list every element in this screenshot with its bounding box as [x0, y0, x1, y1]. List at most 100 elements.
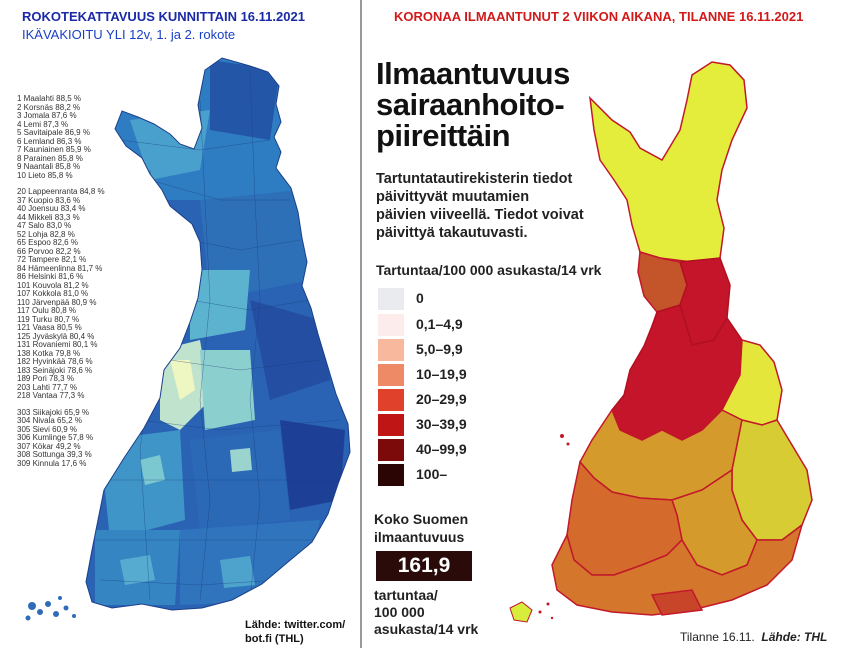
source-line: Lähde: twitter.com/	[245, 619, 346, 631]
legend-label: 0,1–4,9	[416, 316, 463, 332]
legend-label: 0	[416, 290, 424, 306]
list-item: 119 Turku 80,7 %	[17, 314, 80, 324]
left-panel-subtitle: IKÄVAKIOITU YLI 12v, 1. ja 2. rokote	[22, 27, 236, 42]
left-source-credit: Lähde: twitter.com/ bot.fi (THL)	[245, 618, 345, 646]
total-label-line: ilmaantuvuus	[374, 529, 465, 545]
list-item: 182 Hyvinkää 78,6 %	[17, 357, 93, 366]
legend-swatch	[378, 314, 404, 336]
list-item: 183 Seinäjoki 78,6 %	[17, 365, 93, 375]
unit-line: 100 000	[374, 604, 425, 620]
right-heading: Ilmaantuvuus sairaanhoito- piireittäin	[376, 58, 570, 151]
panel-divider	[360, 0, 362, 648]
list-item: 203 Lahti 77,7 %	[17, 382, 78, 392]
legend-swatch	[378, 464, 404, 486]
list-item: 189 Pori 78,3 %	[17, 374, 74, 383]
legend-label: 5,0–9,9	[416, 341, 463, 357]
note-line: Tartuntatautirekisterin tiedot	[376, 171, 573, 187]
list-item: 303 Siikajoki 65,9 %	[17, 407, 90, 417]
list-item: 8 Parainen 85,8 %	[17, 153, 83, 163]
legend-title: Tartuntaa/100 000 asukasta/14 vrk	[376, 262, 602, 278]
update-note: Tartuntatautirekisterin tiedot päivittyv…	[376, 170, 584, 242]
legend-swatch	[378, 339, 404, 361]
total-label-line: Koko Suomen	[374, 511, 469, 527]
list-item: 305 Sievi 60,9 %	[17, 424, 78, 434]
total-incidence-unit: tartuntaa/ 100 000 asukasta/14 vrk	[374, 587, 478, 638]
list-item: 117 Oulu 80,8 %	[17, 306, 77, 315]
list-item: 66 Porvoo 82,2 %	[17, 246, 81, 256]
list-item: 37 Kuopio 83,6 %	[17, 195, 81, 205]
list-item: 308 Sottunga 39,3 %	[17, 450, 92, 459]
region-helsinki	[650, 589, 704, 616]
list-item: 84 Hämeenlinna 81,7 %	[17, 263, 103, 273]
left-panel: ROKOTEKATTAVUUS KUNNITTAIN 16.11.2021 IK…	[0, 0, 360, 648]
right-panel-title: KORONAA ILMAANTUNUT 2 VIIKON AIKANA, TIL…	[394, 9, 804, 24]
legend-swatch	[378, 414, 404, 436]
right-source-credit: Tilanne 16.11. Lähde: THL	[680, 630, 827, 644]
list-item: 121 Vaasa 80,5 %	[17, 323, 82, 332]
list-item: 7 Kauniainen 85,9 %	[17, 145, 91, 154]
list-item: 9 Naantali 85,8 %	[17, 162, 81, 171]
list-item: 6 Lemland 86,3 %	[17, 136, 82, 146]
list-item: 107 Kokkola 81,0 %	[17, 289, 89, 298]
vaccination-coverage-map	[25, 57, 351, 621]
source-name: Lähde: THL	[761, 630, 828, 644]
list-item: 218 Vantaa 77,3 %	[17, 391, 85, 400]
ranking-group-cities: 20 Lappeenranta 84,8 % 37 Kuopio 83,6 % …	[17, 187, 105, 401]
unit-line: asukasta/14 vrk	[374, 621, 479, 637]
list-item: 65 Espoo 82,6 %	[17, 238, 78, 247]
legend-swatch	[378, 288, 404, 310]
note-line: päivittyä takautuvasti.	[376, 225, 528, 241]
note-line: päivien viiveellä. Tiedot voivat	[376, 207, 584, 223]
right-panel: KORONAA ILMAANTUNUT 2 VIIKON AIKANA, TIL…	[362, 0, 845, 648]
list-item: 52 Lohja 82,8 %	[17, 229, 75, 239]
list-item: 306 Kumlinge 57,8 %	[17, 433, 94, 442]
legend-label: 40–99,9	[416, 441, 467, 457]
list-item: 101 Kouvola 81,2 %	[17, 280, 89, 290]
legend-label: 10–19,9	[416, 366, 467, 382]
total-incidence-label: Koko Suomen ilmaantuvuus	[374, 510, 468, 546]
list-item: 20 Lappeenranta 84,8 %	[17, 187, 105, 196]
region-lapland-north	[588, 61, 748, 263]
region-south-coast	[551, 523, 804, 616]
list-item: 2 Korsnäs 88,2 %	[17, 102, 81, 112]
list-item: 307 Kökar 49,2 %	[17, 441, 81, 451]
list-item: 309 Kinnula 17,6 %	[17, 458, 87, 468]
archipelago-dots	[538, 434, 570, 620]
legend-swatch	[378, 364, 404, 386]
list-item: 3 Jomala 87,6 %	[17, 111, 77, 120]
legend-label: 100–	[416, 466, 448, 482]
list-item: 125 Jyväskylä 80,4 %	[17, 331, 95, 341]
list-item: 44 Mikkeli 83,3 %	[17, 212, 80, 222]
list-item: 1 Maalahti 88,5 %	[17, 94, 82, 103]
source-date: Tilanne 16.11.	[680, 630, 755, 644]
list-item: 10 Lieto 85,8 %	[17, 170, 73, 180]
list-item: 138 Kotka 79,8 %	[17, 348, 81, 358]
list-item: 47 Salo 83,0 %	[17, 221, 72, 230]
ranking-group-bottom: 303 Siikajoki 65,9 % 304 Nivala 65,2 % 3…	[17, 407, 105, 469]
list-item: 86 Helsinki 81,6 %	[17, 272, 84, 281]
legend-swatch	[378, 389, 404, 411]
list-item: 110 Järvenpää 80,9 %	[17, 297, 97, 307]
list-item: 304 Nivala 65,2 %	[17, 416, 82, 425]
legend-label: 20–29,9	[416, 391, 467, 407]
note-line: päivittyvät muutamien	[376, 189, 530, 205]
list-item: 131 Rovaniemi 80,1 %	[17, 340, 98, 349]
list-item: 4 Lemi 87,3 %	[17, 119, 69, 129]
list-item: 40 Joensuu 83,4 %	[17, 204, 86, 213]
coverage-ranking-list: 1 Maalahti 88,5 % 2 Korsnäs 88,2 % 3 Jom…	[17, 94, 105, 476]
left-panel-title: ROKOTEKATTAVUUS KUNNITTAIN 16.11.2021	[22, 9, 305, 24]
list-item: 72 Tampere 82,1 %	[17, 255, 87, 264]
unit-line: tartuntaa/	[374, 587, 438, 603]
legend-swatch	[378, 439, 404, 461]
source-line: bot.fi (THL)	[245, 633, 304, 645]
legend-label: 30–39,9	[416, 416, 467, 432]
list-item: 5 Savitaipale 86,9 %	[17, 128, 90, 137]
aland-islands	[25, 596, 76, 621]
region-aland	[509, 601, 533, 623]
incidence-map	[509, 61, 813, 623]
heading-line: Ilmaantuvuus	[376, 56, 570, 91]
heading-line: piireittäin	[376, 118, 511, 153]
ranking-group-top: 1 Maalahti 88,5 % 2 Korsnäs 88,2 % 3 Jom…	[17, 94, 105, 180]
total-incidence-value: 161,9	[376, 551, 472, 581]
heading-line: sairaanhoito-	[376, 87, 565, 122]
